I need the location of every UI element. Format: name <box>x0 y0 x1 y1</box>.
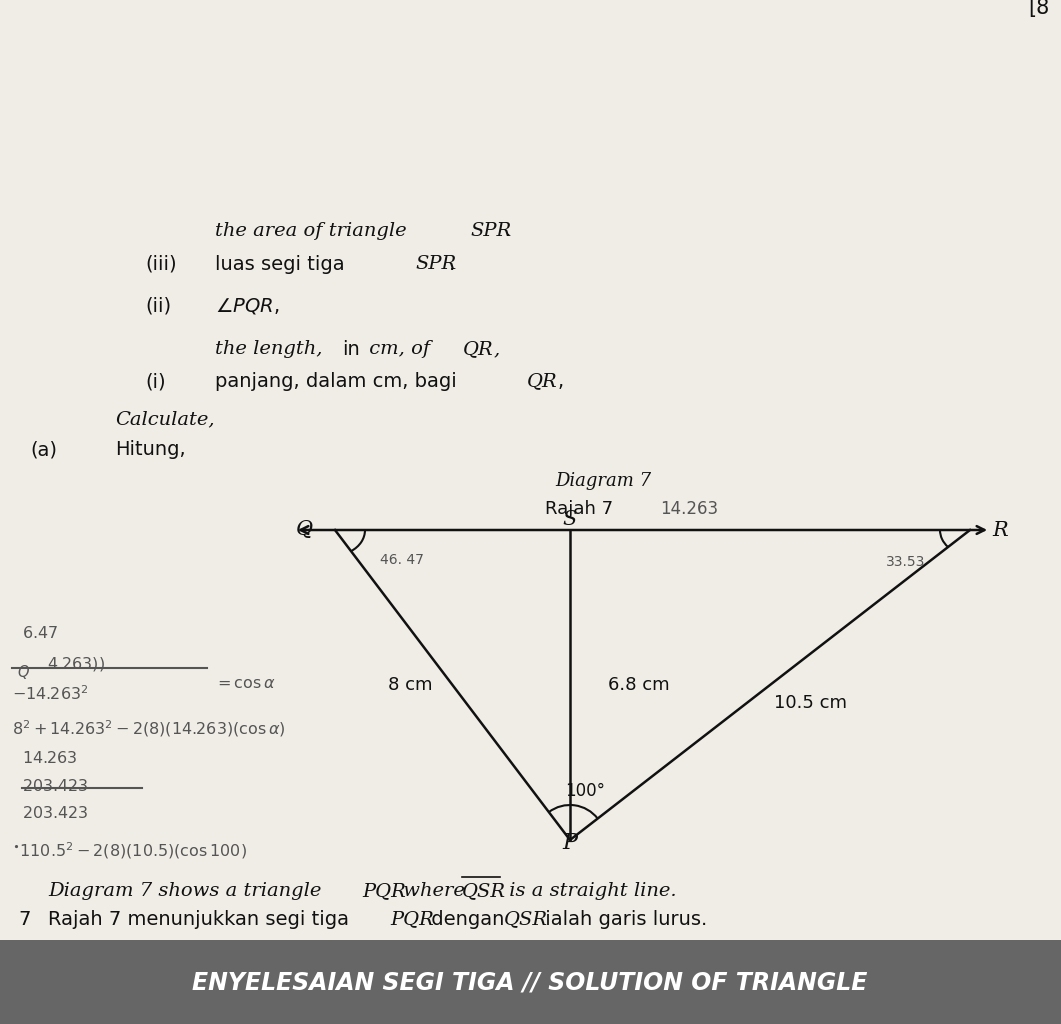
Text: 33.53: 33.53 <box>886 555 925 569</box>
Text: $Q$: $Q$ <box>17 663 30 681</box>
Text: .: . <box>504 222 510 240</box>
Text: panjang, dalam cm, bagi: panjang, dalam cm, bagi <box>215 372 463 391</box>
Text: where: where <box>397 882 471 900</box>
Text: $203.423$: $203.423$ <box>22 778 89 795</box>
Text: P: P <box>562 831 577 854</box>
Text: in: in <box>342 340 360 359</box>
Text: Rajah 7: Rajah 7 <box>545 500 613 518</box>
Text: (a): (a) <box>30 440 57 459</box>
Text: QSR: QSR <box>504 910 547 928</box>
Text: the length,: the length, <box>215 340 329 358</box>
Text: $14.263$: $14.263$ <box>22 750 77 767</box>
Text: Diagram 7 shows a triangle: Diagram 7 shows a triangle <box>48 882 328 900</box>
Text: PQR: PQR <box>390 910 434 928</box>
Text: 100°: 100° <box>566 782 605 800</box>
Text: (iii): (iii) <box>145 255 176 274</box>
Text: ENYELESAIAN SEGI TIGA // SOLUTION OF TRIANGLE: ENYELESAIAN SEGI TIGA // SOLUTION OF TRI… <box>192 970 868 994</box>
Text: SPR: SPR <box>415 255 456 273</box>
Text: $203.423$: $203.423$ <box>22 805 89 822</box>
Bar <box>0 940 1061 1024</box>
Text: dengan: dengan <box>425 910 510 929</box>
Text: QR: QR <box>527 372 558 390</box>
Text: Q: Q <box>296 520 313 540</box>
Text: 7: 7 <box>18 910 31 929</box>
Text: Diagram 7: Diagram 7 <box>555 472 651 490</box>
Text: SPR: SPR <box>470 222 511 240</box>
Text: R: R <box>992 520 1008 540</box>
Text: (i): (i) <box>145 372 166 391</box>
Text: $-14.263^2$: $-14.263^2$ <box>12 685 89 703</box>
Text: $= \cos\alpha$: $= \cos\alpha$ <box>214 675 276 692</box>
Text: cm, of: cm, of <box>363 340 436 358</box>
Text: is a straight line.: is a straight line. <box>503 882 677 900</box>
Text: QSR: QSR <box>462 882 506 900</box>
Text: the area of triangle: the area of triangle <box>215 222 413 240</box>
Text: Hitung,: Hitung, <box>115 440 186 459</box>
Text: (ii): (ii) <box>145 296 171 315</box>
Text: $6.47$: $6.47$ <box>22 625 58 642</box>
Text: 10.5 cm: 10.5 cm <box>773 694 847 712</box>
Text: QR: QR <box>463 340 493 358</box>
Text: luas segi tiga: luas segi tiga <box>215 255 351 274</box>
Text: 46. 47: 46. 47 <box>380 553 424 567</box>
Text: 8 cm: 8 cm <box>388 676 433 694</box>
Text: PQR: PQR <box>362 882 405 900</box>
Text: 6.8 cm: 6.8 cm <box>608 676 669 694</box>
Text: ialah garis lurus.: ialah garis lurus. <box>539 910 708 929</box>
Text: .: . <box>449 255 455 274</box>
Text: $8^2+14.263^2-2(8)(14.263)(\cos\alpha)$: $8^2+14.263^2-2(8)(14.263)(\cos\alpha)$ <box>12 718 285 738</box>
Text: 14.263: 14.263 <box>660 500 718 518</box>
Text: ${}^{\bullet}110.5^2 - 2(8)(10.5)(\cos 100)$: ${}^{\bullet}110.5^2 - 2(8)(10.5)(\cos 1… <box>12 840 247 861</box>
Text: [8: [8 <box>1029 0 1050 18</box>
Text: Rajah 7 menunjukkan segi tiga: Rajah 7 menunjukkan segi tiga <box>48 910 355 929</box>
Text: ,: , <box>558 372 564 391</box>
Text: $4.263))$: $4.263))$ <box>47 655 105 673</box>
Text: ,: , <box>494 340 500 358</box>
Text: $\angle PQR$,: $\angle PQR$, <box>215 296 279 316</box>
Text: S: S <box>563 510 577 529</box>
Text: Calculate,: Calculate, <box>115 410 214 428</box>
